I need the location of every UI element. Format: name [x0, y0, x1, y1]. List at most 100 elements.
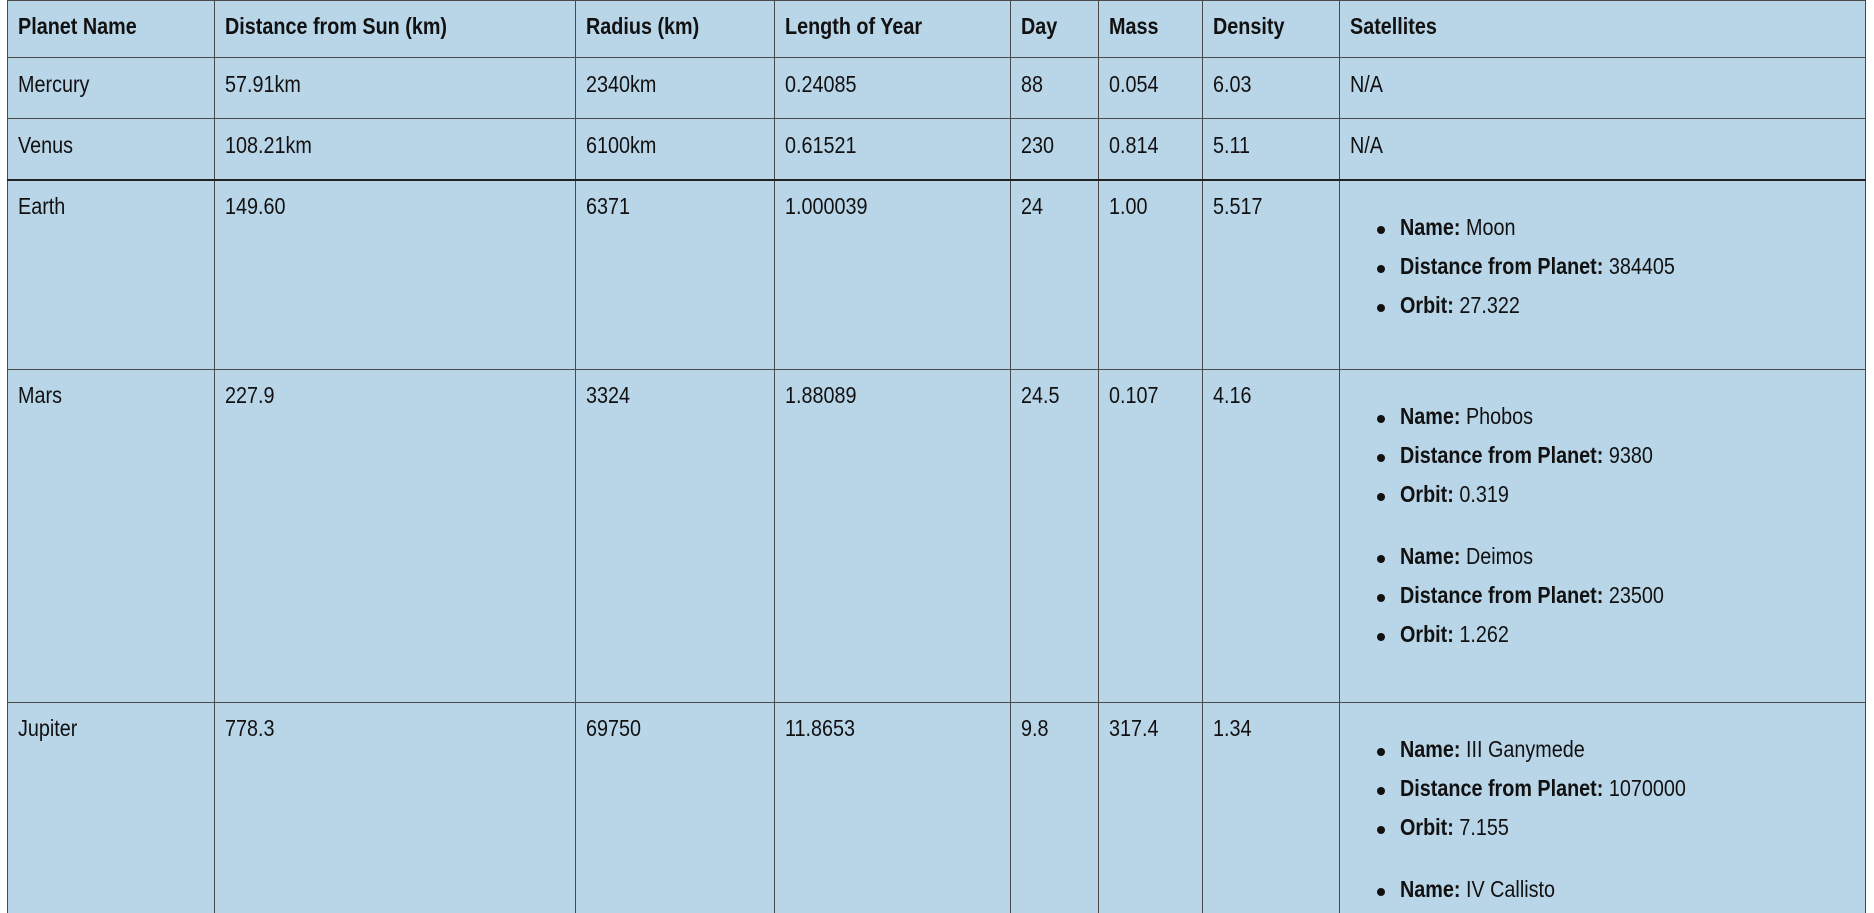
satellite-distance-item: Distance from Planet: 384405: [1377, 248, 1855, 287]
mass-cell: 1.00: [1098, 179, 1203, 370]
density-cell: 5.11: [1202, 118, 1340, 181]
satellite-name-item: Name: III Ganymede: [1377, 731, 1855, 770]
satellite-distance-item: Distance from Planet: 1070000: [1377, 770, 1855, 809]
satellites-cell: Name: Moon Distance from Planet: 384405 …: [1339, 179, 1866, 370]
mass-cell: 0.814: [1098, 118, 1203, 181]
satellite-list: Name: III Ganymede Distance from Planet:…: [1350, 731, 1855, 848]
planets-table: Planet Name Distance from Sun (km) Radiu…: [7, 0, 1866, 913]
satellite-orbit-value: 1.262: [1459, 621, 1509, 647]
density-cell: 1.34: [1202, 702, 1340, 913]
satellite-name-label: Name:: [1400, 736, 1461, 762]
satellites-cell: Name: Phobos Distance from Planet: 9380 …: [1339, 369, 1866, 703]
radius-cell: 6100km: [575, 118, 775, 181]
header-length-of-year: Length of Year: [774, 0, 1011, 58]
satellite-orbit-value: 0.319: [1459, 481, 1509, 507]
year-cell: 0.61521: [774, 118, 1011, 181]
satellite-name-item: Name: Deimos: [1377, 538, 1855, 577]
density-cell: 5.517: [1202, 179, 1340, 370]
mass-cell: 0.107: [1098, 369, 1203, 703]
table-row: Earth 149.60 6371 1.000039 24 1.00 5.517…: [7, 179, 1866, 370]
satellite-orbit-item: Orbit: 7.155: [1377, 809, 1855, 848]
header-day: Day: [1010, 0, 1099, 58]
mass-cell: 0.054: [1098, 57, 1203, 119]
satellite-orbit-label: Orbit:: [1400, 481, 1454, 507]
distance-cell: 57.91km: [214, 57, 576, 119]
table-row: Venus 108.21km 6100km 0.61521 230 0.814 …: [7, 118, 1866, 181]
year-cell: 1.88089: [774, 369, 1011, 703]
table-row: Jupiter 778.3 69750 11.8653 9.8 317.4 1.…: [7, 702, 1866, 913]
satellite-list: Name: IV Callisto: [1350, 871, 1855, 910]
satellite-orbit-value: 7.155: [1459, 814, 1509, 840]
satellite-name-value: Phobos: [1465, 403, 1534, 429]
satellite-name-label: Name:: [1400, 403, 1461, 429]
satellite-orbit-value: 27.322: [1459, 292, 1520, 318]
day-cell: 24.5: [1010, 369, 1099, 703]
year-cell: 11.8653: [774, 702, 1011, 913]
satellite-distance-value: 384405: [1608, 253, 1675, 279]
density-cell: 4.16: [1202, 369, 1340, 703]
satellite-distance-item: Distance from Planet: 9380: [1377, 437, 1855, 476]
satellites-cell: Name: III Ganymede Distance from Planet:…: [1339, 702, 1866, 913]
satellite-name-label: Name:: [1400, 876, 1461, 902]
satellite-name-value: III Ganymede: [1465, 736, 1585, 762]
table-header-row: Planet Name Distance from Sun (km) Radiu…: [7, 0, 1866, 58]
satellite-orbit-label: Orbit:: [1400, 621, 1454, 647]
satellite-orbit-item: Orbit: 27.322: [1377, 287, 1855, 326]
distance-cell: 227.9: [214, 369, 576, 703]
satellite-name-item: Name: IV Callisto: [1377, 871, 1855, 910]
radius-cell: 6371: [575, 179, 775, 370]
year-cell: 1.000039: [774, 179, 1011, 370]
planet-name-cell: Venus: [7, 118, 215, 181]
satellite-name-label: Name:: [1400, 543, 1461, 569]
satellite-list: Name: Deimos Distance from Planet: 23500…: [1350, 538, 1855, 655]
header-planet-name: Planet Name: [7, 0, 215, 58]
satellites-cell: N/A: [1339, 57, 1866, 119]
satellite-name-item: Name: Phobos: [1377, 398, 1855, 437]
satellite-name-value: Moon: [1465, 214, 1516, 240]
satellite-name-item: Name: Moon: [1377, 209, 1855, 248]
header-density: Density: [1202, 0, 1340, 58]
planet-name-cell: Earth: [7, 179, 215, 370]
day-cell: 24: [1010, 179, 1099, 370]
satellite-distance-value: 23500: [1608, 582, 1664, 608]
satellite-distance-label: Distance from Planet:: [1400, 442, 1604, 468]
satellite-distance-label: Distance from Planet:: [1400, 775, 1604, 801]
header-satellites: Satellites: [1339, 0, 1866, 58]
distance-cell: 108.21km: [214, 118, 576, 181]
satellite-name-value: IV Callisto: [1465, 876, 1556, 902]
satellite-distance-value: 1070000: [1608, 775, 1686, 801]
satellite-distance-item: Distance from Planet: 23500: [1377, 577, 1855, 616]
satellite-orbit-label: Orbit:: [1400, 292, 1454, 318]
distance-cell: 149.60: [214, 179, 576, 370]
header-mass: Mass: [1098, 0, 1203, 58]
satellites-cell: N/A: [1339, 118, 1866, 181]
satellite-list: Name: Phobos Distance from Planet: 9380 …: [1350, 398, 1855, 515]
table-row: Mars 227.9 3324 1.88089 24.5 0.107 4.16 …: [7, 369, 1866, 703]
planet-name-cell: Mercury: [7, 57, 215, 119]
table-row: Mercury 57.91km 2340km 0.24085 88 0.054 …: [7, 57, 1866, 119]
satellite-orbit-item: Orbit: 0.319: [1377, 476, 1855, 515]
satellite-orbit-item: Orbit: 1.262: [1377, 616, 1855, 655]
satellite-name-value: Deimos: [1465, 543, 1534, 569]
satellite-distance-label: Distance from Planet:: [1400, 253, 1604, 279]
satellite-distance-label: Distance from Planet:: [1400, 582, 1604, 608]
year-cell: 0.24085: [774, 57, 1011, 119]
day-cell: 230: [1010, 118, 1099, 181]
mass-cell: 317.4: [1098, 702, 1203, 913]
satellite-name-label: Name:: [1400, 214, 1461, 240]
satellite-list: Name: Moon Distance from Planet: 384405 …: [1350, 209, 1855, 326]
day-cell: 9.8: [1010, 702, 1099, 913]
day-cell: 88: [1010, 57, 1099, 119]
radius-cell: 69750: [575, 702, 775, 913]
planet-name-cell: Jupiter: [7, 702, 215, 913]
table-wrapper: Planet Name Distance from Sun (km) Radiu…: [7, 0, 1874, 913]
planet-name-cell: Mars: [7, 369, 215, 703]
distance-cell: 778.3: [214, 702, 576, 913]
radius-cell: 2340km: [575, 57, 775, 119]
density-cell: 6.03: [1202, 57, 1340, 119]
header-distance-from-sun: Distance from Sun (km): [214, 0, 576, 58]
satellite-distance-value: 9380: [1608, 442, 1653, 468]
header-radius: Radius (km): [575, 0, 775, 58]
satellite-orbit-label: Orbit:: [1400, 814, 1454, 840]
radius-cell: 3324: [575, 369, 775, 703]
